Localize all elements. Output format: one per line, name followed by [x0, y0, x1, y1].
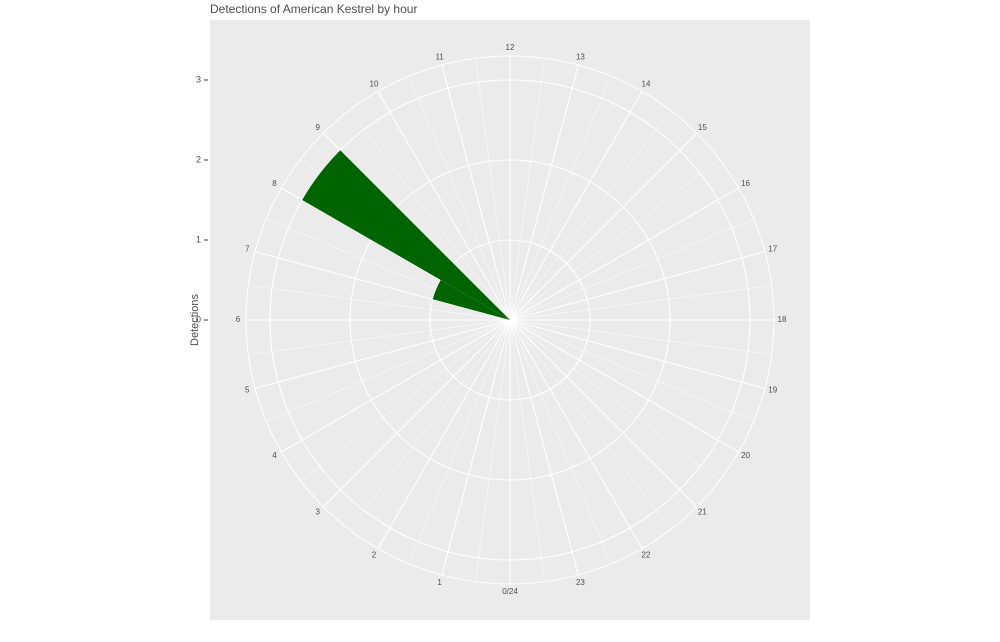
grid-spoke: [254, 251, 511, 321]
x-tick-label: 20: [741, 451, 750, 460]
grid-spoke: [509, 319, 643, 549]
minor-spoke: [509, 218, 754, 321]
x-tick-label: 3: [315, 507, 320, 516]
bar: [302, 150, 510, 320]
x-tick-label: 5: [245, 386, 250, 395]
y-tick-label: 3: [196, 74, 201, 84]
minor-spoke: [475, 58, 511, 321]
minor-spoke: [475, 319, 511, 582]
minor-spoke: [349, 319, 511, 530]
x-tick-label: 7: [245, 245, 250, 254]
x-tick-label: 11: [435, 52, 444, 61]
x-tick-label: 22: [642, 551, 651, 560]
y-tick-label: 0: [196, 314, 201, 324]
grid-spoke: [377, 91, 511, 321]
minor-spoke: [509, 319, 545, 582]
x-tick-label: 15: [698, 123, 707, 132]
x-tick-label: 13: [576, 52, 585, 61]
minor-spoke: [509, 319, 772, 355]
x-tick-label: 2: [372, 551, 377, 560]
minor-spoke: [509, 319, 754, 422]
x-tick-label: 17: [768, 245, 777, 254]
x-tick-label: 14: [642, 80, 651, 89]
x-tick-label: 0/24: [502, 587, 518, 596]
x-tick-label: 23: [576, 578, 585, 587]
x-tick-label: 4: [272, 451, 277, 460]
x-tick-label: 1: [437, 578, 442, 587]
x-tick-label: 12: [506, 43, 515, 52]
minor-spoke: [408, 76, 511, 321]
grid-spoke: [509, 319, 698, 508]
x-tick-label: 8: [272, 179, 277, 188]
grid-spoke: [377, 319, 511, 549]
minor-spoke: [509, 159, 720, 321]
grid-spoke: [509, 91, 643, 321]
y-tick-label: 2: [196, 154, 201, 164]
x-tick-label: 6: [236, 315, 241, 324]
minor-spoke: [509, 319, 612, 564]
x-tick-label: 19: [768, 386, 777, 395]
minor-spoke: [349, 110, 511, 321]
grid-spoke: [281, 319, 511, 453]
grid-spoke: [509, 319, 766, 389]
minor-spoke: [266, 319, 511, 422]
grid-spoke: [441, 64, 511, 321]
minor-spoke: [509, 58, 545, 321]
grid-spoke: [509, 64, 579, 321]
grid-spoke: [509, 251, 766, 321]
x-tick-label: 21: [698, 507, 707, 516]
bar: [432, 280, 510, 320]
minor-spoke: [248, 319, 511, 355]
x-tick-label: 18: [778, 315, 787, 324]
grid-spoke: [441, 319, 511, 576]
minor-spoke: [248, 285, 511, 321]
minor-spoke: [300, 319, 511, 481]
grid-spoke: [509, 319, 579, 576]
y-tick-label: 1: [196, 234, 201, 244]
x-tick-label: 10: [370, 80, 379, 89]
minor-spoke: [509, 110, 671, 321]
minor-spoke: [509, 76, 612, 321]
grid-spoke: [254, 319, 511, 389]
minor-spoke: [408, 319, 511, 564]
minor-spoke: [509, 319, 671, 530]
grid-spoke: [509, 132, 698, 321]
grid-spoke: [322, 319, 511, 508]
x-tick-label: 9: [315, 123, 320, 132]
minor-spoke: [509, 319, 720, 481]
grid-spoke: [509, 319, 739, 453]
minor-spoke: [509, 285, 772, 321]
chart-title: Detections of American Kestrel by hour: [210, 2, 417, 16]
x-tick-label: 16: [741, 179, 750, 188]
grid-spoke: [509, 187, 739, 321]
y-axis-label: Detections: [189, 294, 201, 346]
